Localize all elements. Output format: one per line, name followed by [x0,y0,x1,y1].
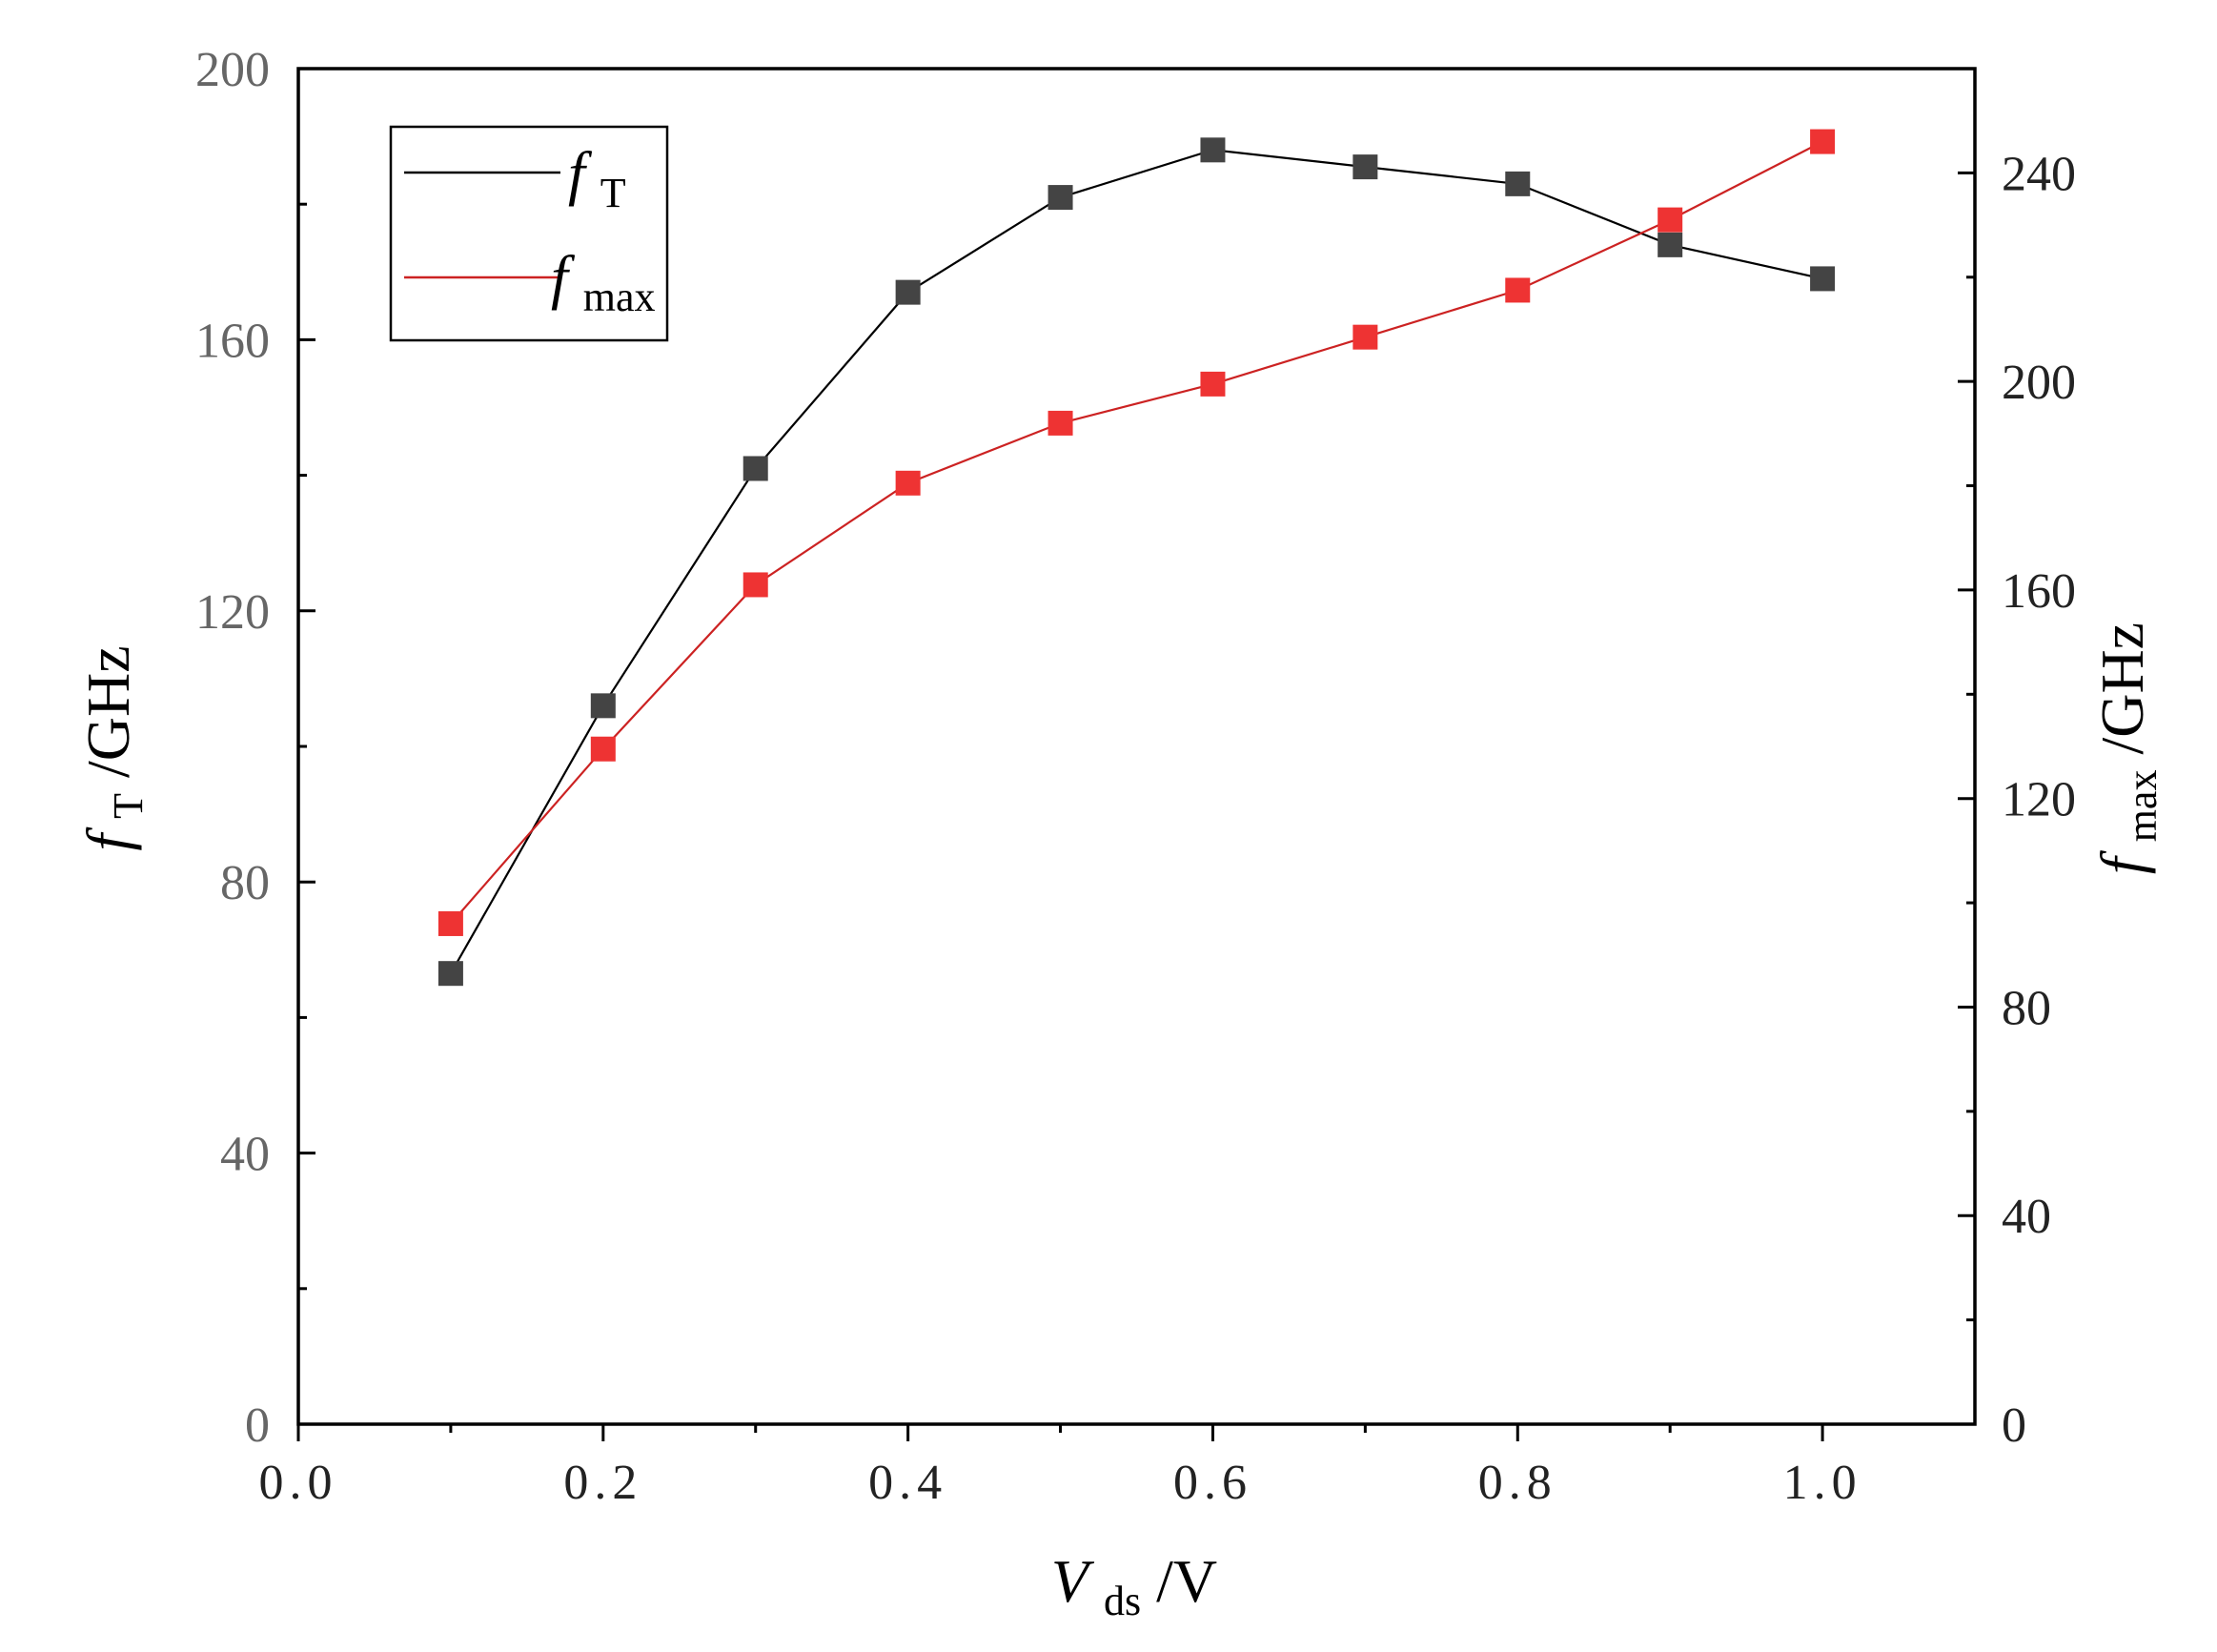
point-ft [742,456,768,481]
y-right-tick-label: 240 [2002,147,2076,201]
x-axis-title-sub: ds [1104,1578,1141,1624]
y-axis-left-title-tail: /GHz [74,645,142,778]
point-fmax [590,736,616,762]
y-right-tick-label: 200 [2002,356,2076,410]
point-ft [1658,232,1683,257]
legend-label-ft-sub: T [600,170,626,216]
y-right-tick-label: 120 [2002,773,2076,827]
legend-label-ft-main: f [568,139,593,207]
y-axis-right-title-tail: /GHz [2088,622,2156,755]
x-tick-label: 0.6 [1173,1456,1252,1510]
x-axis-title: V ds /V [1051,1547,1217,1628]
x-tick-label: 0.8 [1478,1456,1557,1510]
y-axis-right-title-main: f [2088,849,2156,874]
y-axis-right-title-sub: max [2119,770,2166,843]
y-axis-left-title-sub: T [105,793,152,819]
point-fmax [1505,277,1531,303]
x-axis-title-main: V [1051,1547,1095,1615]
point-ft [895,279,921,305]
point-fmax [1047,410,1073,436]
y-axis-right-title: f max /GHz [2088,622,2169,874]
x-tick-label: 0.0 [259,1456,338,1510]
legend-label-fmax-main: f [551,243,576,311]
point-fmax [1658,207,1683,233]
point-ft [1353,154,1378,180]
point-fmax [742,572,768,598]
point-ft [1047,185,1073,211]
y-right-tick-label: 160 [2002,564,2076,619]
y-axis-left-title: f T /GHz [74,645,155,850]
y-left-tick-label: 200 [195,43,270,97]
x-tick-label: 1.0 [1783,1456,1862,1510]
point-ft [1505,171,1531,196]
point-fmax [1200,371,1226,397]
series-line-fmax [450,140,1823,925]
x-tick-label: 0.4 [868,1456,947,1510]
point-fmax [437,910,463,936]
legend: f T f max [389,125,669,342]
legend-label-ft: f T [568,139,626,216]
point-ft [1810,266,1836,292]
point-ft [437,961,463,987]
y-left-tick-label: 160 [195,314,270,368]
point-fmax [1810,129,1836,154]
y-left-tick-label: 120 [195,585,270,640]
point-ft [590,693,616,719]
legend-box [389,125,669,342]
series-layer [437,129,1836,987]
point-fmax [1353,324,1378,350]
y-left-tick-label: 80 [220,856,270,910]
x-axis-title-tail: /V [1156,1547,1217,1615]
y-left-tick-label: 40 [220,1128,270,1182]
y-right-tick-label: 80 [2002,981,2051,1035]
point-ft [1200,137,1226,163]
y-axis-left-title-main: f [74,826,142,851]
legend-label-fmax: f max [551,243,656,320]
point-fmax [895,470,921,496]
legend-label-fmax-sub: max [583,274,656,320]
axes-layer: 0.0 0.2 0.4 0.6 0.8 1.0 0 40 80 120 160 200 0 40 80 120… [195,43,2076,1510]
y-right-tick-label: 0 [2002,1398,2026,1453]
series-line-ft [449,149,1823,974]
x-tick-label: 0.2 [563,1456,642,1510]
y-left-tick-label: 0 [245,1398,270,1453]
y-right-tick-label: 40 [2002,1190,2051,1244]
